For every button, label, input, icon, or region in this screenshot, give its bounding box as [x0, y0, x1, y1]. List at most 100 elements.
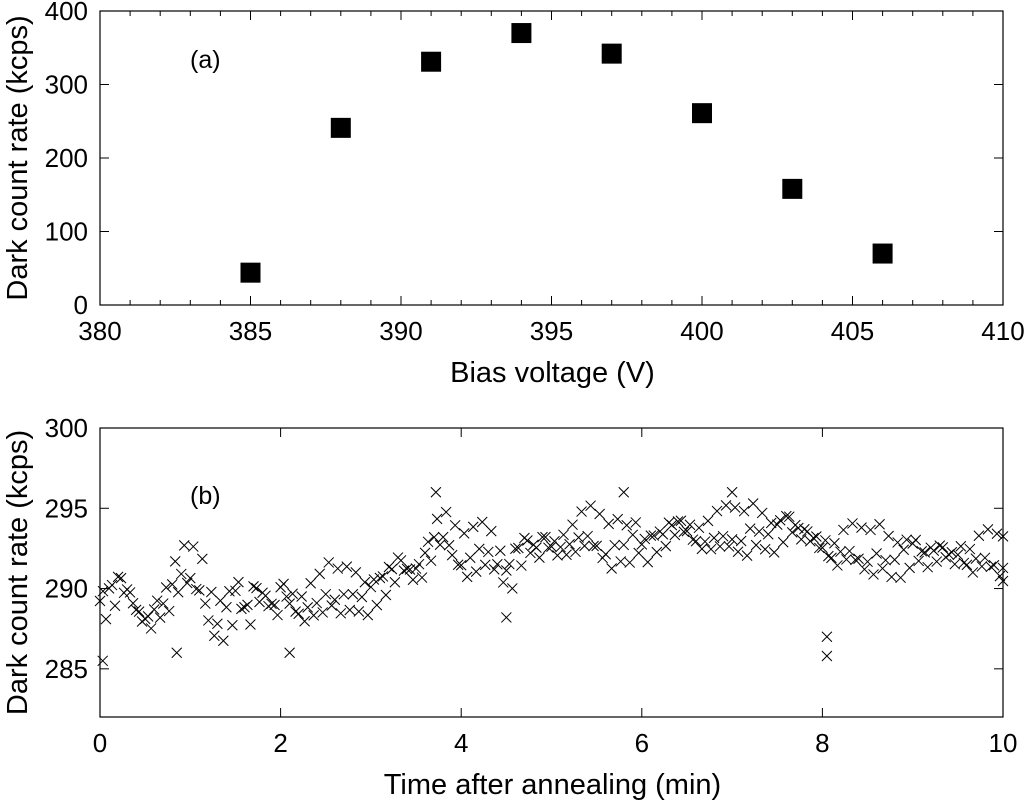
data-point-x — [991, 528, 1003, 540]
data-point-x — [829, 537, 840, 549]
data-point-x — [510, 543, 521, 555]
data-point-x — [717, 530, 729, 542]
data-point-x — [883, 530, 894, 542]
data-point-x — [973, 530, 985, 542]
data-point-x — [148, 604, 160, 615]
data-point-x — [910, 534, 922, 546]
data-point-x — [618, 539, 630, 551]
x-tick-label: 6 — [635, 728, 649, 758]
data-point-x — [515, 560, 527, 571]
data-point-x — [293, 608, 305, 620]
data-point-x — [853, 553, 864, 565]
data-point-x — [979, 552, 991, 564]
x-tick-label: 400 — [680, 316, 723, 346]
data-point-x — [522, 535, 533, 546]
data-point-x — [570, 546, 581, 558]
data-point-x — [901, 534, 913, 546]
data-point-square — [421, 51, 442, 72]
y-tick-label: 200 — [45, 143, 88, 173]
data-point-x — [115, 572, 127, 584]
data-point-x — [955, 540, 967, 552]
data-point-x — [245, 619, 256, 630]
data-point-x — [841, 554, 852, 565]
data-point-x — [494, 545, 506, 557]
data-point-x — [236, 603, 247, 615]
data-point-x — [681, 525, 693, 537]
x-tick-label: 10 — [989, 728, 1018, 758]
data-point-x — [877, 563, 888, 574]
data-point-x — [464, 552, 476, 564]
data-point-x — [440, 506, 452, 518]
data-point-x — [458, 528, 470, 539]
data-point-x — [916, 545, 928, 557]
data-point-x — [808, 532, 819, 544]
data-point-x — [786, 527, 798, 538]
data-point-x — [946, 546, 958, 558]
data-point-x — [97, 655, 109, 667]
data-point-x — [639, 533, 651, 545]
data-point-x — [278, 578, 289, 590]
data-point-x — [747, 498, 759, 509]
x-tick-label: 395 — [530, 316, 573, 346]
data-point-x — [636, 539, 648, 550]
data-point-square — [782, 178, 803, 199]
data-point-x — [260, 590, 271, 602]
data-point-x — [422, 536, 434, 548]
plot-frame — [99, 10, 1004, 306]
data-point-x — [305, 577, 317, 589]
data-point-x — [350, 567, 362, 578]
data-point-x — [970, 553, 982, 564]
x-tick-label: 0 — [93, 728, 107, 758]
data-point-x — [874, 518, 885, 530]
data-point-x — [151, 595, 163, 607]
data-point-x — [299, 615, 310, 627]
data-point-x — [371, 599, 383, 611]
data-point-x — [753, 526, 765, 537]
data-point-x — [503, 558, 515, 570]
data-point-x — [401, 563, 413, 575]
data-point-x — [94, 595, 106, 607]
data-point-square — [511, 23, 532, 44]
data-point-x — [774, 514, 786, 526]
data-point-x — [461, 571, 473, 583]
data-point-x — [744, 523, 756, 534]
data-point-x — [729, 502, 741, 513]
data-point-x — [714, 541, 726, 552]
data-point-x — [212, 618, 223, 630]
data-point-x — [317, 607, 329, 618]
data-point-x — [931, 556, 943, 567]
data-point-x — [154, 612, 166, 623]
data-point-x — [491, 558, 503, 570]
data-point-x — [181, 577, 193, 589]
y-axis-label: Dark count rate (kcps) — [2, 430, 34, 715]
x-axis-label: Time after annealing (min) — [384, 769, 721, 801]
data-point-x — [690, 535, 702, 547]
data-point-x — [196, 553, 208, 565]
data-point-x — [208, 630, 220, 642]
x-tick-label: 4 — [454, 728, 468, 758]
data-point-x — [320, 588, 332, 600]
data-point-x — [470, 566, 482, 577]
data-point-x — [732, 546, 744, 558]
panel-label: (b) — [190, 482, 221, 510]
data-point-x — [540, 531, 551, 543]
data-point-x — [850, 554, 861, 566]
data-point-x — [329, 594, 341, 606]
data-point-x — [997, 575, 1009, 587]
data-point-x — [585, 500, 596, 512]
data-point-x — [407, 574, 419, 586]
x-tick-label: 8 — [815, 728, 829, 758]
x-tick-label: 380 — [78, 316, 121, 346]
data-point-x — [702, 515, 714, 527]
data-point-x — [248, 581, 259, 592]
data-point-x — [696, 543, 708, 555]
data-point-x — [452, 559, 464, 571]
panel-b: 0 2 4 6 8 10 285 290 295 300 Time after annealing … — [2, 413, 1017, 801]
data-point-x — [130, 604, 142, 616]
data-point-square — [240, 262, 261, 283]
data-point-x — [934, 540, 946, 551]
data-point-x — [187, 541, 199, 552]
data-point-x — [338, 588, 350, 600]
x-tick-label: 2 — [273, 728, 287, 758]
data-point-x — [660, 540, 672, 552]
